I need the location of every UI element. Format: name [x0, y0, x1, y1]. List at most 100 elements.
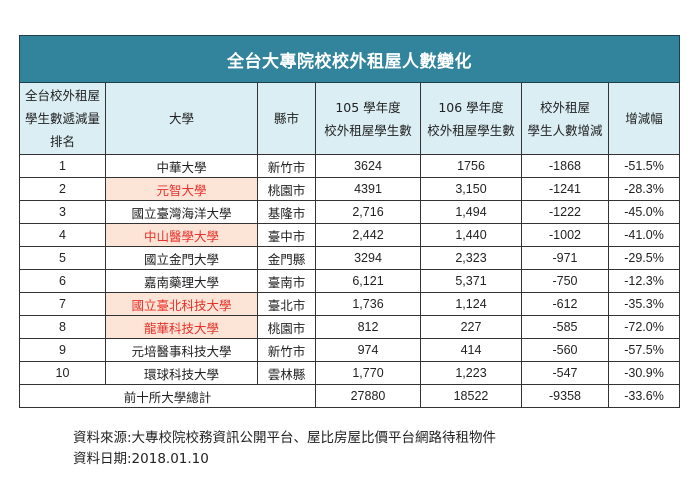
- rank-cell: 7: [19, 292, 106, 316]
- change-cell: -547: [521, 361, 609, 385]
- year105-cell: 2,442: [315, 223, 421, 247]
- year105-cell: 3624: [315, 154, 421, 178]
- table-row: 2 元智大學 桃園市 4391 3,150 -1241 -28.3%: [19, 177, 681, 201]
- pct-cell: -72.0%: [607, 315, 681, 339]
- table-row: 6 嘉南藥理大學 臺南市 6,121 5,371 -750 -12.3%: [19, 269, 681, 293]
- county-cell: 金門縣: [257, 246, 316, 270]
- total-change: -9358: [521, 384, 609, 408]
- county-cell: 桃園市: [257, 177, 316, 201]
- year106-cell: 1,223: [420, 361, 522, 385]
- pct-cell: -45.0%: [607, 200, 681, 224]
- pct-cell: -28.3%: [607, 177, 681, 201]
- rank-cell: 4: [19, 223, 106, 247]
- total-label: 前十所大學總計: [19, 384, 316, 408]
- university-cell: 國立臺北科技大學: [105, 292, 258, 316]
- rank-cell: 5: [19, 246, 106, 270]
- source-note: 資料來源:大專校院校務資訊公開平台、屋比房屋比價平台網路待租物件: [73, 430, 497, 446]
- header-pct: 增減幅: [607, 82, 681, 155]
- year106-cell: 414: [420, 338, 522, 362]
- pct-cell: -41.0%: [607, 223, 681, 247]
- table-row: 7 國立臺北科技大學 臺北市 1,736 1,124 -612 -35.3%: [19, 292, 681, 316]
- table-row: 4 中山醫學大學 臺中市 2,442 1,440 -1002 -41.0%: [19, 223, 681, 247]
- year106-cell: 3,150: [420, 177, 522, 201]
- change-cell: -971: [521, 246, 609, 270]
- change-cell: -560: [521, 338, 609, 362]
- header-university: 大學: [105, 82, 258, 155]
- header-change: 校外租屋 學生人數增減: [521, 82, 609, 155]
- university-cell: 元培醫事科技大學: [105, 338, 258, 362]
- pct-cell: -51.5%: [607, 154, 681, 178]
- change-cell: -585: [521, 315, 609, 339]
- county-cell: 臺中市: [257, 223, 316, 247]
- year106-cell: 1,124: [420, 292, 522, 316]
- table-row: 1 中華大學 新竹市 3624 1756 -1868 -51.5%: [19, 154, 681, 178]
- year106-cell: 5,371: [420, 269, 522, 293]
- pct-cell: -57.5%: [607, 338, 681, 362]
- university-cell: 中山醫學大學: [105, 223, 258, 247]
- county-cell: 新竹市: [257, 338, 316, 362]
- rank-cell: 8: [19, 315, 106, 339]
- rank-cell: 6: [19, 269, 106, 293]
- footnotes: 資料來源:大專校院校務資訊公開平台、屋比房屋比價平台網路待租物件 資料日期:20…: [73, 428, 496, 470]
- change-cell: -1002: [521, 223, 609, 247]
- year105-cell: 3294: [315, 246, 421, 270]
- rental-change-table: 全台大專院校校外租屋人數變化 全台校外租屋 學生數遞減量 排名 大學 縣市 10…: [18, 35, 681, 408]
- university-cell: 國立臺灣海洋大學: [105, 200, 258, 224]
- change-cell: -750: [521, 269, 609, 293]
- table-row: 9 元培醫事科技大學 新竹市 974 414 -560 -57.5%: [19, 338, 681, 362]
- total-year105: 27880: [315, 384, 421, 408]
- rank-cell: 10: [19, 361, 106, 385]
- county-cell: 雲林縣: [257, 361, 316, 385]
- pct-cell: -35.3%: [607, 292, 681, 316]
- year106-cell: 227: [420, 315, 522, 339]
- date-note: 資料日期:2018.01.10: [73, 451, 209, 467]
- county-cell: 新竹市: [257, 154, 316, 178]
- county-cell: 臺北市: [257, 292, 316, 316]
- year106-cell: 1756: [420, 154, 522, 178]
- total-year106: 18522: [420, 384, 522, 408]
- header-year106: 106 學年度 校外租屋學生數: [420, 82, 522, 155]
- university-cell: 龍華科技大學: [105, 315, 258, 339]
- year105-cell: 1,770: [315, 361, 421, 385]
- year105-cell: 974: [315, 338, 421, 362]
- change-cell: -1868: [521, 154, 609, 178]
- year105-cell: 1,736: [315, 292, 421, 316]
- year105-cell: 6,121: [315, 269, 421, 293]
- change-cell: -612: [521, 292, 609, 316]
- year106-cell: 1,494: [420, 200, 522, 224]
- total-pct: -33.6%: [607, 384, 681, 408]
- change-cell: -1222: [521, 200, 609, 224]
- table-body: 1 中華大學 新竹市 3624 1756 -1868 -51.5% 2 元智大學 桃園市 4391 3…: [19, 154, 681, 408]
- table-title: 全台大專院校校外租屋人數變化: [18, 35, 681, 83]
- total-row: 前十所大學總計 27880 18522 -9358 -33.6%: [19, 384, 681, 408]
- pct-cell: -12.3%: [607, 269, 681, 293]
- table-row: 5 國立金門大學 金門縣 3294 2,323 -971 -29.5%: [19, 246, 681, 270]
- county-cell: 臺南市: [257, 269, 316, 293]
- pct-cell: -29.5%: [607, 246, 681, 270]
- county-cell: 基隆市: [257, 200, 316, 224]
- rank-cell: 3: [19, 200, 106, 224]
- university-cell: 國立金門大學: [105, 246, 258, 270]
- university-cell: 嘉南藥理大學: [105, 269, 258, 293]
- rank-cell: 1: [19, 154, 106, 178]
- year106-cell: 1,440: [420, 223, 522, 247]
- university-cell: 環球科技大學: [105, 361, 258, 385]
- university-cell: 中華大學: [105, 154, 258, 178]
- pct-cell: -30.9%: [607, 361, 681, 385]
- table-row: 10 環球科技大學 雲林縣 1,770 1,223 -547 -30.9%: [19, 361, 681, 385]
- year106-cell: 2,323: [420, 246, 522, 270]
- header-rank: 全台校外租屋 學生數遞減量 排名: [19, 82, 106, 155]
- county-cell: 桃園市: [257, 315, 316, 339]
- table-row: 8 龍華科技大學 桃園市 812 227 -585 -72.0%: [19, 315, 681, 339]
- header-county: 縣市: [257, 82, 316, 155]
- rank-cell: 9: [19, 338, 106, 362]
- table-row: 3 國立臺灣海洋大學 基隆市 2,716 1,494 -1222 -45.0%: [19, 200, 681, 224]
- change-cell: -1241: [521, 177, 609, 201]
- university-cell: 元智大學: [105, 177, 258, 201]
- year105-cell: 4391: [315, 177, 421, 201]
- rank-cell: 2: [19, 177, 106, 201]
- year105-cell: 812: [315, 315, 421, 339]
- rental-table-container: 全台大專院校校外租屋人數變化 全台校外租屋 學生數遞減量 排名 大學 縣市 10…: [18, 35, 681, 408]
- year105-cell: 2,716: [315, 200, 421, 224]
- header-row: 全台校外租屋 學生數遞減量 排名 大學 縣市 105 學年度 校外租屋學生數 1…: [19, 82, 681, 155]
